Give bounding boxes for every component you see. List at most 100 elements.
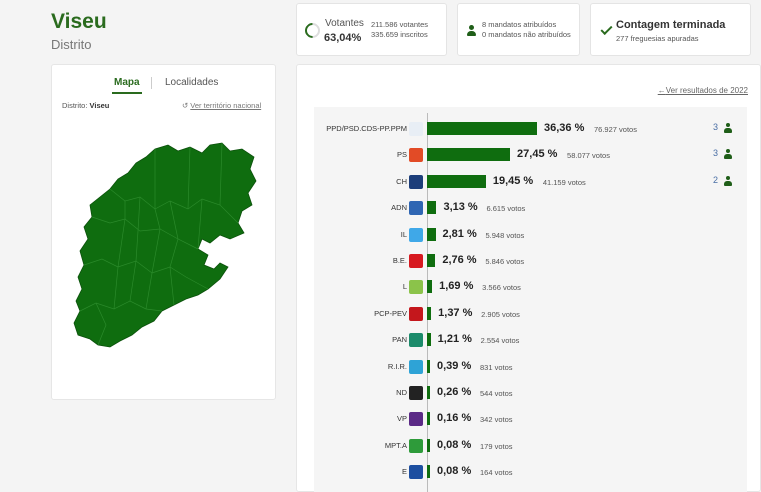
result-bar (427, 280, 433, 294)
page-subtitle: Distrito (51, 37, 92, 52)
party-percent: 0,16 % (437, 412, 472, 425)
party-seats: 2 (713, 174, 719, 185)
party-row[interactable]: VP 0,16 % 342 votos (297, 409, 761, 429)
party-row[interactable]: PS 27,45 % 58.077 votos 3 (297, 145, 761, 165)
party-votes: 76.927 votos (594, 125, 637, 134)
party-name: MPT.A (384, 440, 407, 450)
result-bar (427, 438, 430, 452)
party-row[interactable]: B.E. 2,76 % 5.846 votos (297, 251, 761, 271)
party-row[interactable]: L 1,69 % 3.566 votos (297, 277, 761, 297)
result-bar (427, 306, 432, 320)
party-votes: 179 votos (480, 441, 513, 451)
party-name: ADN (391, 203, 407, 213)
ver-territorio-text: Ver território nacional (190, 101, 262, 110)
party-logo-icon (409, 333, 423, 348)
party-percent: 1,69 % (439, 280, 474, 293)
mandatos-nao-atribuidos: 0 mandatos não atribuídos (482, 30, 571, 39)
results-chart (314, 107, 747, 492)
party-percent: 1,21 % (437, 333, 472, 346)
votantes-count: 211.586 votantes (371, 20, 428, 29)
party-votes: 831 votos (480, 362, 513, 372)
progress-ring-icon (301, 19, 324, 42)
person-icon (723, 123, 733, 133)
party-row[interactable]: ADN 3,13 % 6.615 votos (297, 198, 761, 218)
undo-icon: ↺ (182, 101, 189, 110)
votantes-label: Votantes (325, 18, 364, 29)
result-bar (427, 359, 430, 373)
party-name: PS (396, 150, 407, 160)
party-row[interactable]: IL 2,81 % 5.948 votos (297, 225, 761, 245)
party-votes: 5.948 votos (485, 230, 525, 240)
party-percent: 2,76 % (442, 254, 477, 266)
tab-localidades[interactable]: Localidades (165, 77, 219, 88)
party-row[interactable]: E 0,08 % 164 votos (297, 462, 761, 482)
party-votes: 544 votos (480, 389, 513, 398)
arrow-left-icon: ← (657, 86, 666, 95)
freguesias-apuradas: 277 freguesias apuradas (616, 34, 699, 43)
result-bar (427, 174, 486, 188)
district-map[interactable] (70, 139, 260, 349)
result-bar (427, 201, 437, 215)
party-votes: 164 votos (480, 468, 513, 478)
page-title: Viseu (51, 10, 107, 33)
party-row[interactable]: CH 19,45 % 41.159 votos 2 (297, 172, 761, 192)
result-bar (427, 412, 430, 426)
party-logo-icon (409, 254, 423, 268)
map-panel: Mapa Localidades Distrito: Viseu ↺ Ver te… (51, 64, 276, 400)
party-votes: 6.615 votos (486, 204, 526, 214)
party-votes: 2.905 votos (481, 309, 520, 319)
party-percent: 36,36 % (544, 122, 585, 134)
party-percent: 27,45 % (517, 148, 558, 161)
party-row[interactable]: PAN 1,21 % 2.554 votos (297, 330, 761, 350)
district-shape[interactable] (73, 142, 257, 348)
party-votes: 41.159 votos (542, 177, 586, 187)
distrito-label-text: Distrito: (62, 101, 88, 110)
party-name: R.I.R. (387, 361, 407, 371)
mandatos-atribuidos: 8 mandatos atribuídos (482, 20, 557, 29)
party-percent: 3,13 % (443, 201, 478, 214)
party-votes: 58.077 votos (567, 151, 610, 161)
party-logo-icon (409, 438, 423, 453)
party-name: CH (396, 176, 407, 186)
contagem-title: Contagem terminada (616, 19, 726, 31)
party-logo-icon (409, 412, 423, 427)
result-bar (427, 148, 511, 162)
party-row[interactable]: ND 0,26 % 544 votos (297, 383, 761, 403)
distrito-label: Distrito: Viseu (62, 101, 109, 110)
party-seats: 3 (713, 122, 719, 132)
party-logo-icon (409, 174, 423, 189)
tab-mapa[interactable]: Mapa (112, 77, 142, 94)
party-row[interactable]: R.I.R. 0,39 % 831 votos (297, 357, 761, 377)
party-logo-icon (409, 148, 423, 163)
ver-territorio-link[interactable]: ↺ Ver território nacional (182, 101, 261, 110)
contagem-card: Contagem terminada 277 freguesias apurad… (590, 3, 751, 56)
party-votes: 342 votos (480, 415, 513, 425)
result-bar (427, 386, 430, 399)
party-name: L (402, 282, 407, 292)
party-logo-icon (409, 386, 423, 400)
person-icon (723, 175, 733, 186)
party-name: IL (400, 229, 407, 239)
chart-axis (427, 113, 428, 492)
party-logo-icon (409, 359, 423, 374)
ver-resultados-2022-link[interactable]: ←Ver resultados de 2022 (658, 86, 748, 95)
distrito-value: Viseu (89, 101, 110, 110)
party-name: E (401, 467, 407, 477)
inscritos-count: 335.659 inscritos (371, 30, 428, 39)
party-seats: 3 (713, 148, 719, 159)
result-bar (427, 254, 436, 267)
party-row[interactable]: PCP-PEV 1,37 % 2.905 votos (297, 304, 761, 324)
party-row[interactable]: MPT.A 0,08 % 179 votos (297, 436, 761, 456)
results-panel: ←Ver resultados de 2022 PPD/PSD.CDS-PP.P… (296, 64, 761, 492)
votantes-card: Votantes 63,04% 211.586 votantes 335.659… (296, 3, 447, 56)
result-bar (427, 333, 431, 347)
party-percent: 2,81 % (442, 227, 477, 240)
party-name: PCP-PEV (374, 308, 407, 318)
ver-resultados-text: Ver resultados de 2022 (665, 86, 748, 95)
party-votes: 2.554 votos (480, 336, 520, 346)
party-row[interactable]: PPD/PSD.CDS-PP.PPM 36,36 % 76.927 votos 3 (297, 119, 761, 139)
party-percent: 0,08 % (437, 465, 472, 478)
result-bar (427, 465, 430, 479)
party-name: VP (396, 414, 407, 424)
party-percent: 0,08 % (437, 438, 472, 451)
